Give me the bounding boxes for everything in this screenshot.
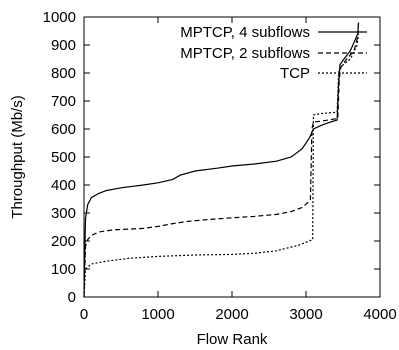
x-tick-label: 3000 bbox=[289, 306, 322, 323]
series-line-1 bbox=[83, 22, 360, 298]
x-tick-label: 0 bbox=[80, 306, 88, 323]
y-axis: 0 100 200 300 400 500 600 700 800 900 1000 bbox=[43, 9, 380, 306]
legend: MPTCP, 4 subflows MPTCP, 2 subflows TCP bbox=[180, 24, 367, 82]
x-axis: 0 1000 2000 3000 4000 bbox=[80, 17, 397, 323]
series-line-3 bbox=[83, 33, 360, 298]
y-tick-label: 0 bbox=[68, 289, 76, 306]
legend-label-2: MPTCP, 2 subflows bbox=[180, 45, 310, 62]
x-tick-label: 1000 bbox=[141, 306, 174, 323]
y-axis-label: Throughput (Mb/s) bbox=[9, 95, 26, 218]
y-tick-label: 100 bbox=[51, 261, 76, 278]
y-tick-label: 400 bbox=[51, 177, 76, 194]
y-tick-label: 200 bbox=[51, 233, 76, 250]
y-tick-label: 1000 bbox=[43, 9, 76, 26]
x-axis-label: Flow Rank bbox=[197, 331, 268, 348]
x-tick-label: 4000 bbox=[363, 306, 396, 323]
legend-label-3: TCP bbox=[280, 65, 310, 82]
y-tick-label: 300 bbox=[51, 205, 76, 222]
y-tick-label: 500 bbox=[51, 149, 76, 166]
legend-label-1: MPTCP, 4 subflows bbox=[180, 24, 310, 41]
x-tick-label: 2000 bbox=[215, 306, 248, 323]
y-tick-label: 700 bbox=[51, 93, 76, 110]
plot-lines bbox=[83, 22, 360, 298]
series-line-2 bbox=[83, 22, 360, 298]
y-tick-label: 600 bbox=[51, 121, 76, 138]
y-tick-label: 900 bbox=[51, 37, 76, 54]
y-tick-label: 800 bbox=[51, 65, 76, 82]
